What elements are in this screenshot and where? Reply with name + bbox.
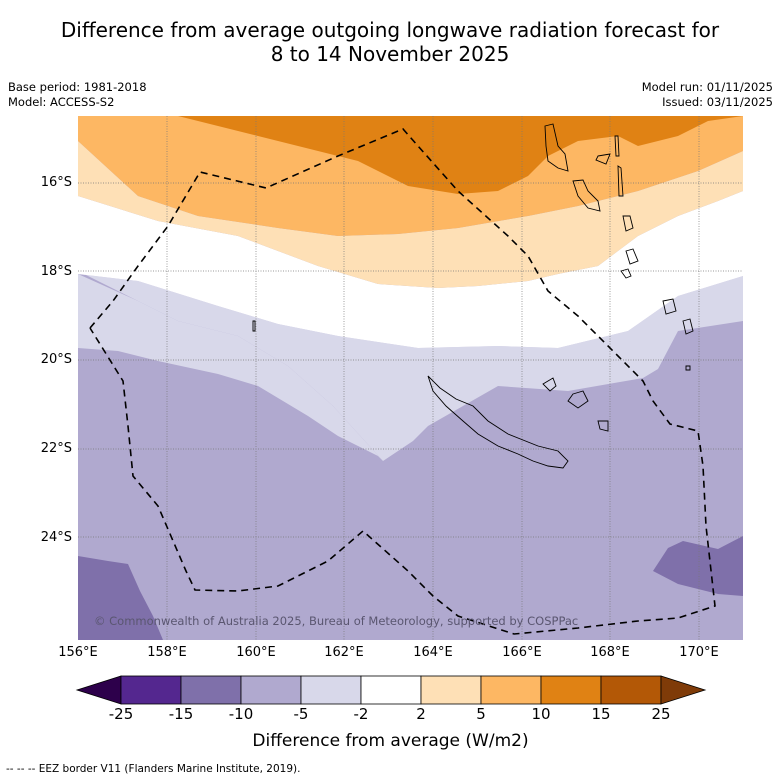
colorbar-segment [540, 675, 602, 705]
colorbar-segment [240, 675, 302, 705]
colorbar-tick-label: 2 [416, 705, 426, 723]
band-minus15-to-minus10-se [653, 536, 743, 596]
band-minus2-to-2 [78, 191, 743, 348]
chart-title: Difference from average outgoing longwav… [0, 18, 781, 66]
colorbar-tick-label: 15 [591, 705, 611, 723]
coastlines [252, 123, 694, 469]
x-tick-162e: 162°E [324, 645, 364, 660]
meta-left: Base period: 1981-2018 Model: ACCESS-S2 [8, 80, 147, 110]
band-minus5-to-minus2-top [78, 274, 383, 461]
colorbar-tick-label: 25 [651, 705, 671, 723]
colorbar-extend-high [660, 675, 707, 705]
x-tick-158e: 158°E [147, 645, 187, 660]
x-tick-156e: 156°E [58, 645, 98, 660]
map-svg: © Commonwealth of Australia 2025, Bureau… [78, 116, 743, 640]
x-tick-170e: 170°E [679, 645, 719, 660]
colorbar-tick-label: -5 [293, 705, 309, 723]
model-name: Model: ACCESS-S2 [8, 95, 115, 109]
colorbar-tick-label: 10 [531, 705, 551, 723]
y-tick-16s: 16°S [40, 175, 72, 190]
band-minus5-to-minus2 [78, 271, 743, 461]
colorbar [75, 675, 707, 705]
map-panel: © Commonwealth of Australia 2025, Bureau… [78, 116, 743, 640]
vanuatu-coast-central [572, 179, 634, 232]
model-run: Model run: 01/11/2025 [641, 80, 773, 94]
graticule [78, 116, 743, 640]
colorbar-tick-label: -15 [168, 705, 194, 723]
matthew-hunter-islands [662, 298, 694, 371]
new-caledonia-coast [427, 375, 569, 469]
colorbar-segment [300, 675, 362, 705]
band-10-to-15 [178, 116, 743, 194]
colorbar-extend-low [75, 675, 122, 705]
y-tick-24s: 24°S [40, 530, 72, 545]
y-tick-22s: 22°S [40, 441, 72, 456]
loyalty-islands-coast [542, 377, 609, 432]
chesterfield-islands [252, 320, 256, 332]
band-minus15-to-minus10-sw [78, 556, 163, 640]
colorbar-tick-label: -10 [228, 705, 254, 723]
colorbar-segment [360, 675, 422, 705]
colorbar-segment [420, 675, 482, 705]
vanuatu-coast-south [620, 248, 639, 279]
eez-border [89, 128, 716, 635]
colorbar-segment [120, 675, 182, 705]
colorbar-segment [600, 675, 662, 705]
x-tick-168e: 168°E [590, 645, 630, 660]
eez-footnote: -- -- -- EEZ border V11 (Flanders Marine… [6, 763, 301, 775]
x-tick-160e: 160°E [236, 645, 276, 660]
title-line-2: 8 to 14 November 2025 [270, 42, 510, 66]
issued-date: Issued: 03/11/2025 [662, 95, 773, 109]
colorbar-tick-label: -2 [353, 705, 369, 723]
y-tick-20s: 20°S [40, 352, 72, 367]
y-tick-18s: 18°S [40, 264, 72, 279]
meta-right: Model run: 01/11/2025 Issued: 03/11/2025 [642, 80, 773, 110]
band-2-to-5 [78, 141, 743, 288]
colorbar-segment [480, 675, 542, 705]
colorbar-tick-label: -25 [108, 705, 134, 723]
colorbar-title: Difference from average (W/m2) [252, 731, 529, 751]
vanuatu-coast-north [544, 123, 624, 197]
colorbar-segment [180, 675, 242, 705]
title-line-1: Difference from average outgoing longwav… [60, 18, 720, 42]
x-tick-166e: 166°E [502, 645, 542, 660]
base-period: Base period: 1981-2018 [8, 80, 147, 94]
colorbar-tick-label: 5 [476, 705, 486, 723]
x-tick-164e: 164°E [413, 645, 453, 660]
copyright-notice: © Commonwealth of Australia 2025, Bureau… [94, 614, 578, 628]
